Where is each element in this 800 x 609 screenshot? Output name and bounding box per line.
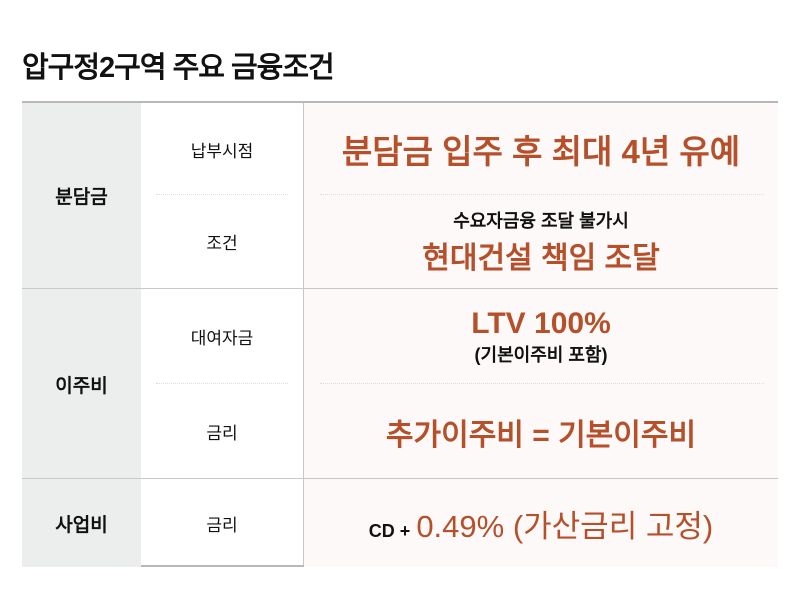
label-cell: 금리	[206, 515, 238, 535]
value-cell: 추가이주비 = 기본이주비	[304, 384, 778, 479]
value-text: 분담금 입주 후 최대 4년 유예	[341, 133, 741, 170]
value-cell: 수요자금융 조달 불가시 현대건설 책임 조달	[304, 195, 778, 288]
label-cell: 납부시점	[190, 141, 254, 161]
column-divider	[303, 103, 304, 565]
note-text: 수요자금융 조달 불가시	[453, 210, 629, 231]
value-text: 0.49% (가산금리 고정)	[416, 508, 714, 544]
label-cell: 금리	[206, 424, 238, 443]
divider	[156, 383, 288, 384]
note-text: (기본이주비 포함)	[474, 344, 608, 365]
label-cell: 조건	[206, 234, 238, 253]
category-cell: 분담금	[22, 103, 141, 288]
divider	[22, 478, 778, 479]
divider	[22, 288, 778, 289]
value-text: LTV 100%	[471, 306, 611, 340]
divider	[156, 194, 288, 195]
page-title: 압구정2구역 주요 금융조건	[22, 52, 335, 84]
category-cell: 사업비	[22, 479, 141, 567]
value-cell: CD + 0.49% (가산금리 고정)	[304, 479, 778, 567]
divider	[320, 383, 764, 384]
value-text: 추가이주비 = 기본이주비	[385, 418, 697, 452]
value-cell: 분담금 입주 후 최대 4년 유예	[304, 103, 778, 195]
financing-terms-table: 분담금 납부시점 분담금 입주 후 최대 4년 유예 조건 수요자금융 조달 불…	[22, 101, 778, 567]
value-text: 현대건설 책임 조달	[422, 241, 660, 275]
label-cell: 대여자금	[190, 329, 254, 348]
category-cell: 이주비	[22, 289, 141, 479]
prefix-text: CD +	[368, 520, 411, 541]
value-cell: LTV 100% (기본이주비 포함)	[304, 289, 778, 384]
divider	[320, 194, 764, 195]
